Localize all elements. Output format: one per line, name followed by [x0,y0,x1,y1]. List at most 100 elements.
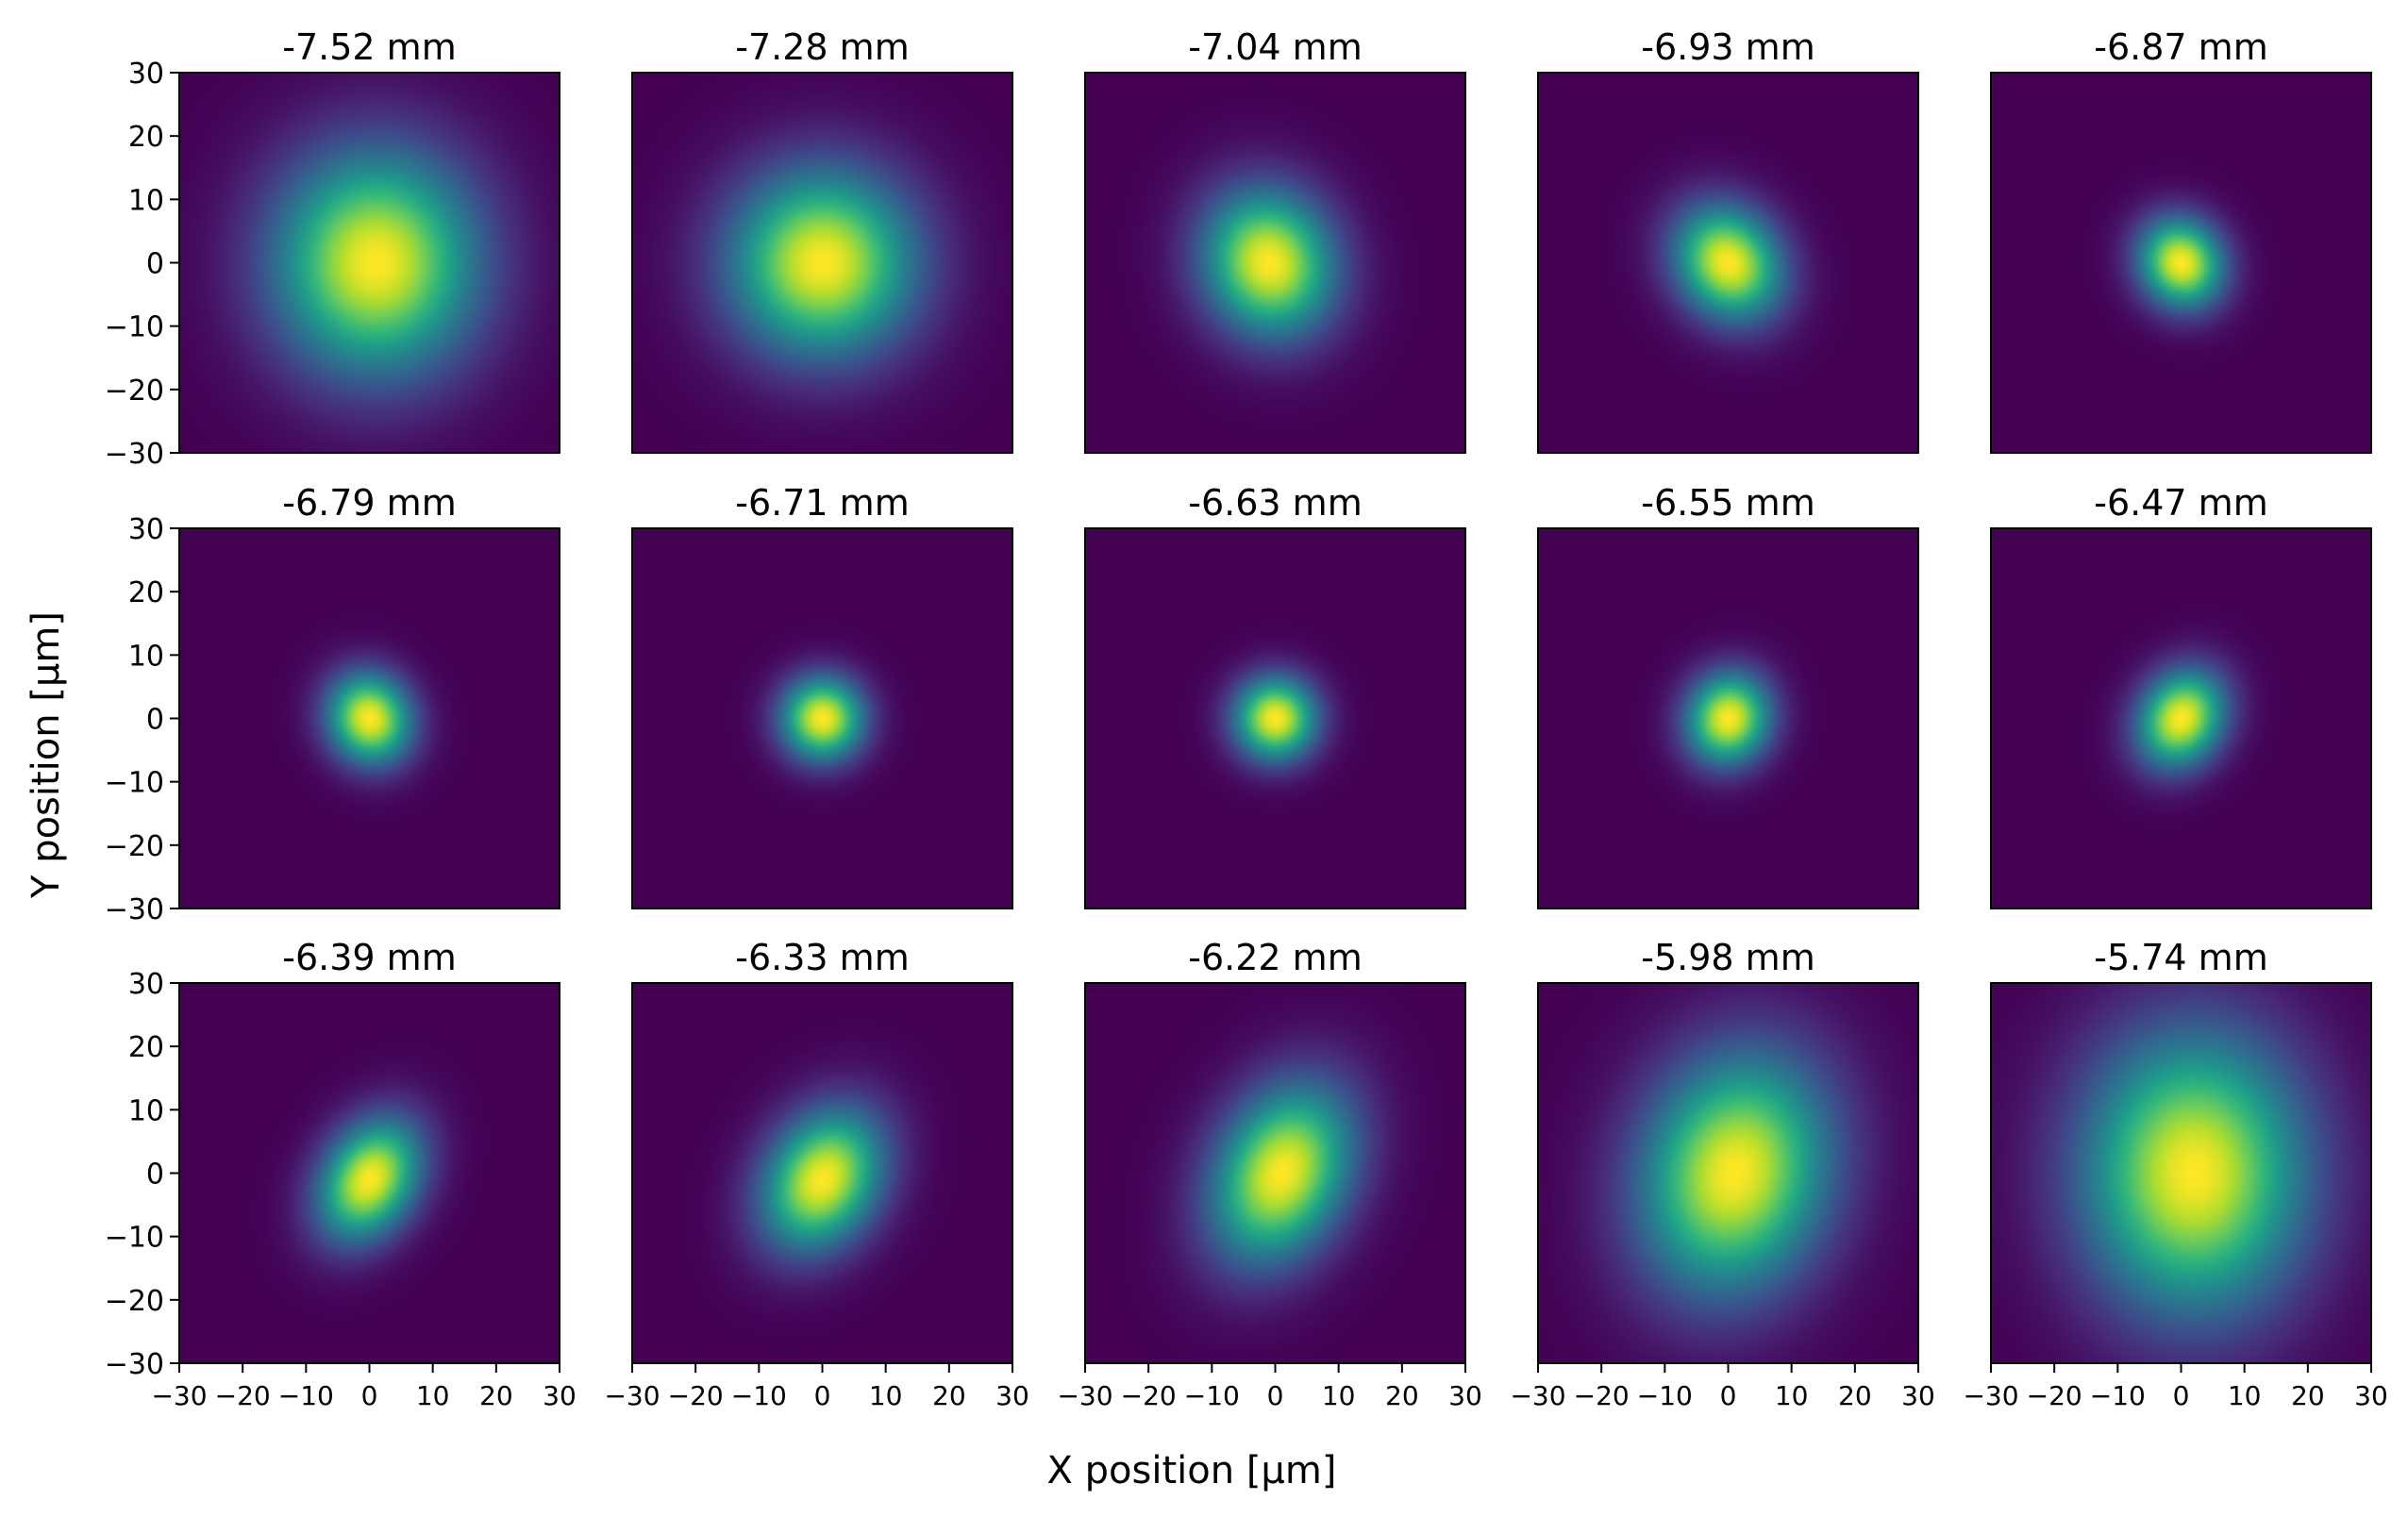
x-tick-label: 20 [1838,1380,1872,1411]
x-tick-label: 20 [932,1380,966,1411]
panel-9: -6.55 mm [1537,482,1919,909]
x-tick-label: −10 [731,1380,787,1411]
x-tick-label: −30 [604,1380,660,1411]
y-tick-label: 30 [128,58,164,91]
y-tick-label: −10 [105,311,164,344]
panel-title: -6.55 mm [1641,482,1814,524]
heatmap-image-2 [632,73,1012,453]
panel-title: -6.93 mm [1641,26,1814,68]
y-tick-label: −30 [105,438,164,471]
x-tick-label: −20 [215,1380,271,1411]
panel-title: -6.47 mm [2094,482,2267,524]
heatmap-image-13 [1085,983,1465,1363]
y-tick-label: 0 [146,1159,164,1192]
x-tick-label: −20 [1574,1380,1630,1411]
x-tick-label: 30 [1448,1380,1482,1411]
panel-title: -6.33 mm [735,937,909,978]
x-tick-label: 30 [543,1380,577,1411]
x-tick-label: 10 [416,1380,450,1411]
y-tick-label: 10 [128,1094,164,1127]
y-tick-label: 0 [146,248,164,281]
y-tick-label: 10 [128,640,164,673]
y-tick-label: 20 [128,576,164,609]
y-tick-label: −20 [105,1285,164,1318]
panel-3: -7.04 mm [1084,26,1466,454]
heatmap-image-4 [1538,73,1918,453]
x-tick-label: −20 [2027,1380,2082,1411]
x-tick-label: 0 [361,1380,378,1411]
heatmap-image-15 [1991,983,2371,1363]
heatmap-image-5 [1991,73,2371,453]
panel-5: -6.87 mm [1990,26,2372,454]
x-tick-label: 10 [869,1380,903,1411]
panel-title: -6.39 mm [282,937,456,978]
panel-title: -7.04 mm [1188,26,1362,68]
x-tick-label: 30 [1901,1380,1935,1411]
y-tick-label: −10 [105,767,164,800]
panel-title: -7.28 mm [735,26,909,68]
heatmap-image-10 [1991,528,2371,909]
x-tick-label: 30 [995,1380,1029,1411]
panel-4: -6.93 mm [1537,26,1919,454]
panel-8: -6.63 mm [1084,482,1466,909]
heatmap-image-6 [179,528,560,909]
x-tick-label: −10 [1184,1380,1240,1411]
heatmap-image-3 [1085,73,1465,453]
panel-title: -5.74 mm [2094,937,2267,978]
x-tick-label: 30 [2354,1380,2388,1411]
panel-title: -5.98 mm [1641,937,1814,978]
y-tick-label: 20 [128,121,164,154]
panel-title: -6.63 mm [1188,482,1362,524]
panel-2: -7.28 mm [631,26,1013,454]
y-tick-label: 30 [128,513,164,546]
panel-frame [1084,527,1466,909]
panel-15: -5.74 mm −30 −20 −10 0 10 20 30 [1963,937,2387,1411]
panel-1: -7.52 mm 30 20 10 0 −10 −20 −30 [105,26,560,471]
y-tick-label: 10 [128,184,164,217]
x-tick-label: 0 [1267,1380,1284,1411]
panel-frame [1084,72,1466,454]
x-tick-label: −20 [1121,1380,1177,1411]
y-tick-label: −10 [105,1222,164,1255]
panel-frame [1990,527,2372,909]
heatmap-image-7 [632,528,1012,909]
panel-frame [631,527,1013,909]
x-tick-label: −10 [1637,1380,1693,1411]
panel-frame [631,72,1013,454]
y-tick-label: −20 [105,375,164,408]
panel-12: -6.33 mm −30 −20 −10 0 10 20 30 [604,937,1028,1411]
panel-frame [1537,72,1919,454]
panel-frame [1990,72,2372,454]
panel-title: -6.87 mm [2094,26,2267,68]
x-tick-label: 20 [479,1380,513,1411]
x-tick-label: −30 [1510,1380,1565,1411]
y-tick-label: −30 [105,1348,164,1381]
panel-title: -6.79 mm [282,482,456,524]
x-tick-label: −10 [278,1380,334,1411]
x-tick-label: 20 [2291,1380,2325,1411]
panel-6: -6.79 mm 30 20 10 0 −10 −20 −30 [105,482,560,926]
heatmap-image-9 [1538,528,1918,909]
y-tick-label: 20 [128,1031,164,1064]
panel-10: -6.47 mm [1990,482,2372,909]
heatmap-image-12 [632,983,1012,1363]
x-tick-label: 10 [2228,1380,2262,1411]
x-tick-label: −10 [2090,1380,2146,1411]
y-tick-label: 0 [146,704,164,737]
panel-7: -6.71 mm [631,482,1013,909]
panel-title: -6.22 mm [1188,937,1362,978]
y-tick-label: 30 [128,968,164,1001]
y-tick-label: −30 [105,893,164,926]
panel-frame [1537,527,1919,909]
heatmap-image-11 [179,983,560,1363]
panel-13: -6.22 mm −30 −20 −10 0 10 20 30 [1057,937,1481,1411]
heatmap-image-14 [1538,983,1918,1363]
x-tick-label: −30 [1963,1380,2018,1411]
x-tick-label: 0 [1720,1380,1737,1411]
y-tick-label: −20 [105,830,164,863]
panel-title: -6.71 mm [735,482,909,524]
x-tick-label: −20 [668,1380,724,1411]
